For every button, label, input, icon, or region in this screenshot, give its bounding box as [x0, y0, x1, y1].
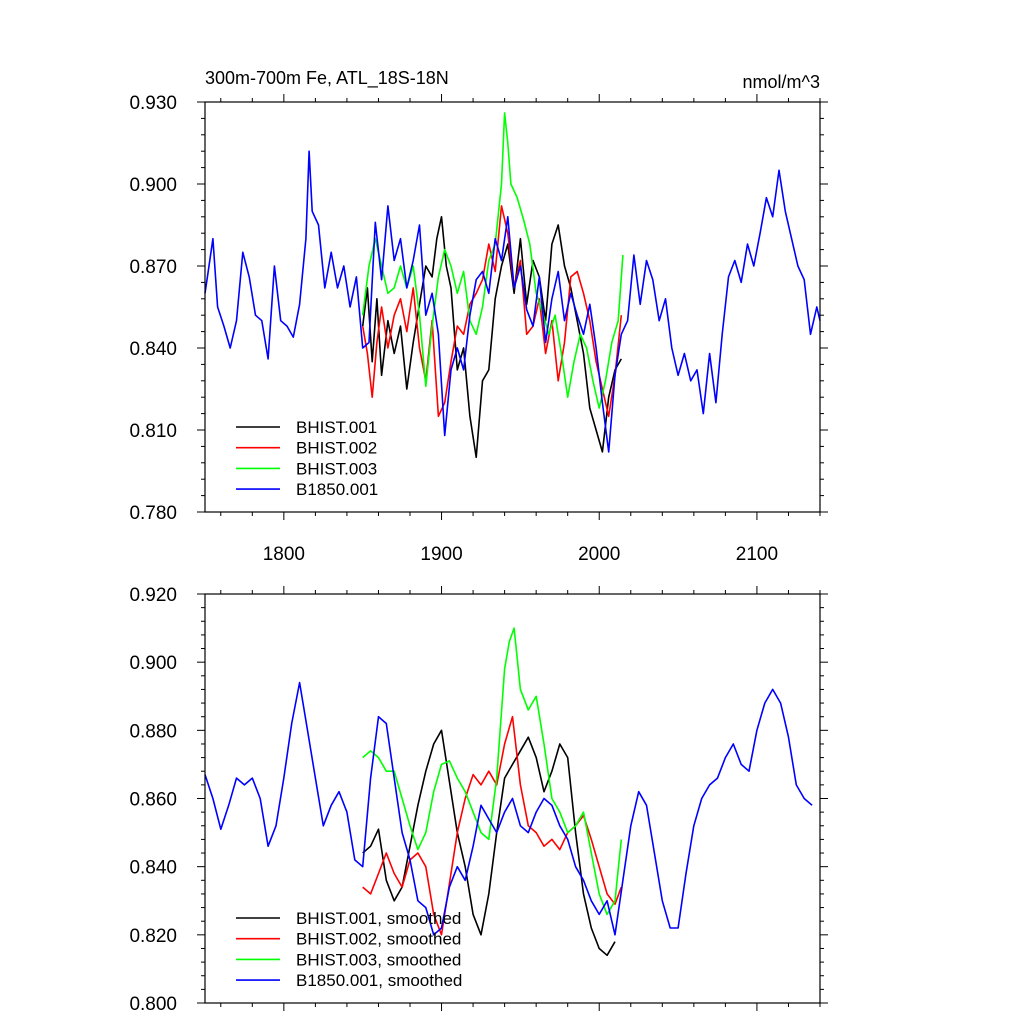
- top-ytick-label: 0.900: [129, 175, 177, 196]
- bottom-legend: BHIST.001, smoothed BHIST.002, smoothedBH…: [236, 909, 462, 990]
- bottom-series-line-3: [204, 681, 813, 936]
- top-plot-frame: [204, 101, 821, 513]
- top-legend-label-3: B1850.001: [296, 480, 378, 499]
- top-ytick-label: 0.870: [129, 257, 177, 278]
- top-panel: 300m-700m Fe, ATL_18S-18N nmol/m^3 0.780…: [129, 68, 828, 565]
- top-series-line-3: [204, 150, 821, 453]
- top-series-group: [204, 112, 821, 459]
- bottom-legend-label-0: BHIST.001, smoothed: [296, 909, 461, 928]
- bottom-tick-marks: [197, 586, 828, 1011]
- top-legend-label-2: BHIST.003: [296, 459, 377, 478]
- top-legend-label-0: BHIST.001: [296, 418, 377, 437]
- top-xtick-label: 2100: [736, 544, 778, 565]
- top-ytick-label: 0.810: [129, 421, 177, 442]
- bottom-ytick-label: 0.840: [129, 858, 177, 879]
- bottom-legend-label-2: BHIST.003, smoothed: [296, 950, 461, 969]
- bottom-series-line-0: [362, 729, 616, 957]
- bottom-series-line-2: [362, 627, 623, 916]
- bottom-legend-label-3: B1850.001, smoothed: [296, 971, 462, 990]
- bottom-ytick-label: 0.800: [129, 994, 177, 1015]
- top-xtick-label: 1800: [263, 544, 305, 565]
- top-legend-label-1: BHIST.002: [296, 439, 377, 458]
- bottom-ytick-label: 0.820: [129, 926, 177, 947]
- bottom-panel: 0.800 0.820 0.840 0.860 0.880 0.900 0.920 BHIST…: [129, 585, 828, 1015]
- top-ytick-label: 0.840: [129, 339, 177, 360]
- bottom-ytick-label: 0.900: [129, 653, 177, 674]
- top-tick-marks: [197, 94, 828, 520]
- bottom-ytick-label: 0.880: [129, 721, 177, 742]
- top-series-line-0: [361, 216, 622, 459]
- bottom-ytick-label: 0.920: [129, 585, 177, 606]
- bottom-ytick-label: 0.860: [129, 790, 177, 811]
- top-panel-title: 300m-700m Fe, ATL_18S-18N: [205, 68, 449, 89]
- bottom-series-group: [204, 627, 813, 957]
- bottom-legend-label-1: BHIST.002, smoothed: [296, 930, 461, 949]
- top-series-line-1: [361, 205, 623, 418]
- top-ytick-label: 0.780: [129, 503, 177, 524]
- top-panel-units: nmol/m^3: [743, 72, 820, 92]
- top-xtick-label: 2000: [578, 544, 620, 565]
- top-xtick-label: 1900: [420, 544, 462, 565]
- bottom-series-line-1: [362, 715, 623, 936]
- top-ytick-label: 0.930: [129, 93, 177, 114]
